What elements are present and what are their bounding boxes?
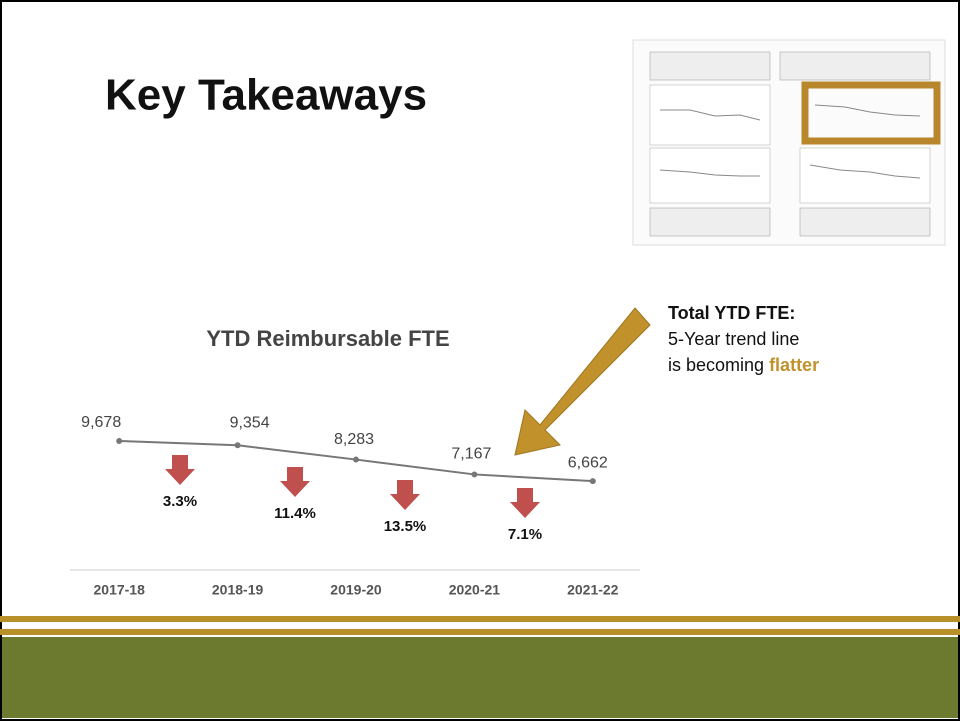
decline-arrow [165, 455, 195, 485]
note-highlight: flatter [769, 355, 819, 375]
thumbnail [632, 39, 946, 246]
slide-title: Key Takeaways [105, 71, 427, 120]
data-point [116, 437, 123, 444]
decline-arrow [390, 480, 420, 510]
thumb-highlight [801, 81, 941, 145]
decline-arrow [280, 467, 310, 497]
thumb-table [649, 207, 771, 237]
note-heading: Total YTD FTE: [668, 303, 795, 323]
thumb-line [660, 109, 761, 121]
x-tick-label: 2019-20 [330, 582, 382, 598]
decline-label: 3.3% [163, 493, 197, 510]
footer-stripe [0, 629, 960, 635]
thumb-table [779, 51, 931, 81]
note-line: is becoming flatter [668, 355, 819, 375]
x-tick-label: 2017-18 [94, 582, 146, 598]
value-label: 6,662 [568, 454, 608, 471]
x-tick-label: 2020-21 [449, 582, 501, 598]
note-line: is becoming [668, 355, 764, 375]
note-line: 5-Year trend line [668, 329, 799, 349]
value-label: 8,283 [334, 431, 374, 448]
data-point [353, 456, 359, 463]
thumb-line [814, 104, 921, 117]
thumb-chart [799, 147, 931, 204]
thumb-table [649, 51, 771, 81]
x-tick-label: 2021-22 [567, 582, 619, 598]
data-point [589, 478, 596, 485]
decline-arrow [510, 488, 540, 518]
footer-band [2, 637, 958, 718]
thumb-table [799, 207, 931, 237]
footer-stripe [0, 616, 960, 622]
decline-label: 7.1% [508, 526, 542, 543]
decline-label: 11.4% [274, 505, 316, 522]
thumb-line [659, 169, 760, 177]
value-label: 9,354 [230, 414, 270, 431]
data-point [234, 442, 241, 449]
x-tick-label: 2018-19 [212, 582, 264, 598]
chart-title: YTD Reimbursable FTE [206, 326, 449, 351]
data-point [471, 471, 478, 478]
pointer-arrow [514, 307, 651, 456]
decline-label: 13.5% [384, 518, 427, 535]
value-label: 7,167 [451, 446, 491, 463]
thumb-line [809, 164, 921, 179]
value-label: 9,678 [81, 414, 121, 431]
